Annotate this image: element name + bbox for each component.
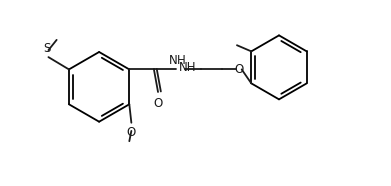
Text: H: H <box>177 54 186 67</box>
Text: S: S <box>43 42 50 55</box>
Text: O: O <box>153 97 163 110</box>
Text: O: O <box>234 63 244 76</box>
Text: O: O <box>127 126 136 139</box>
Text: N: N <box>169 54 177 67</box>
Text: NH: NH <box>179 61 196 74</box>
